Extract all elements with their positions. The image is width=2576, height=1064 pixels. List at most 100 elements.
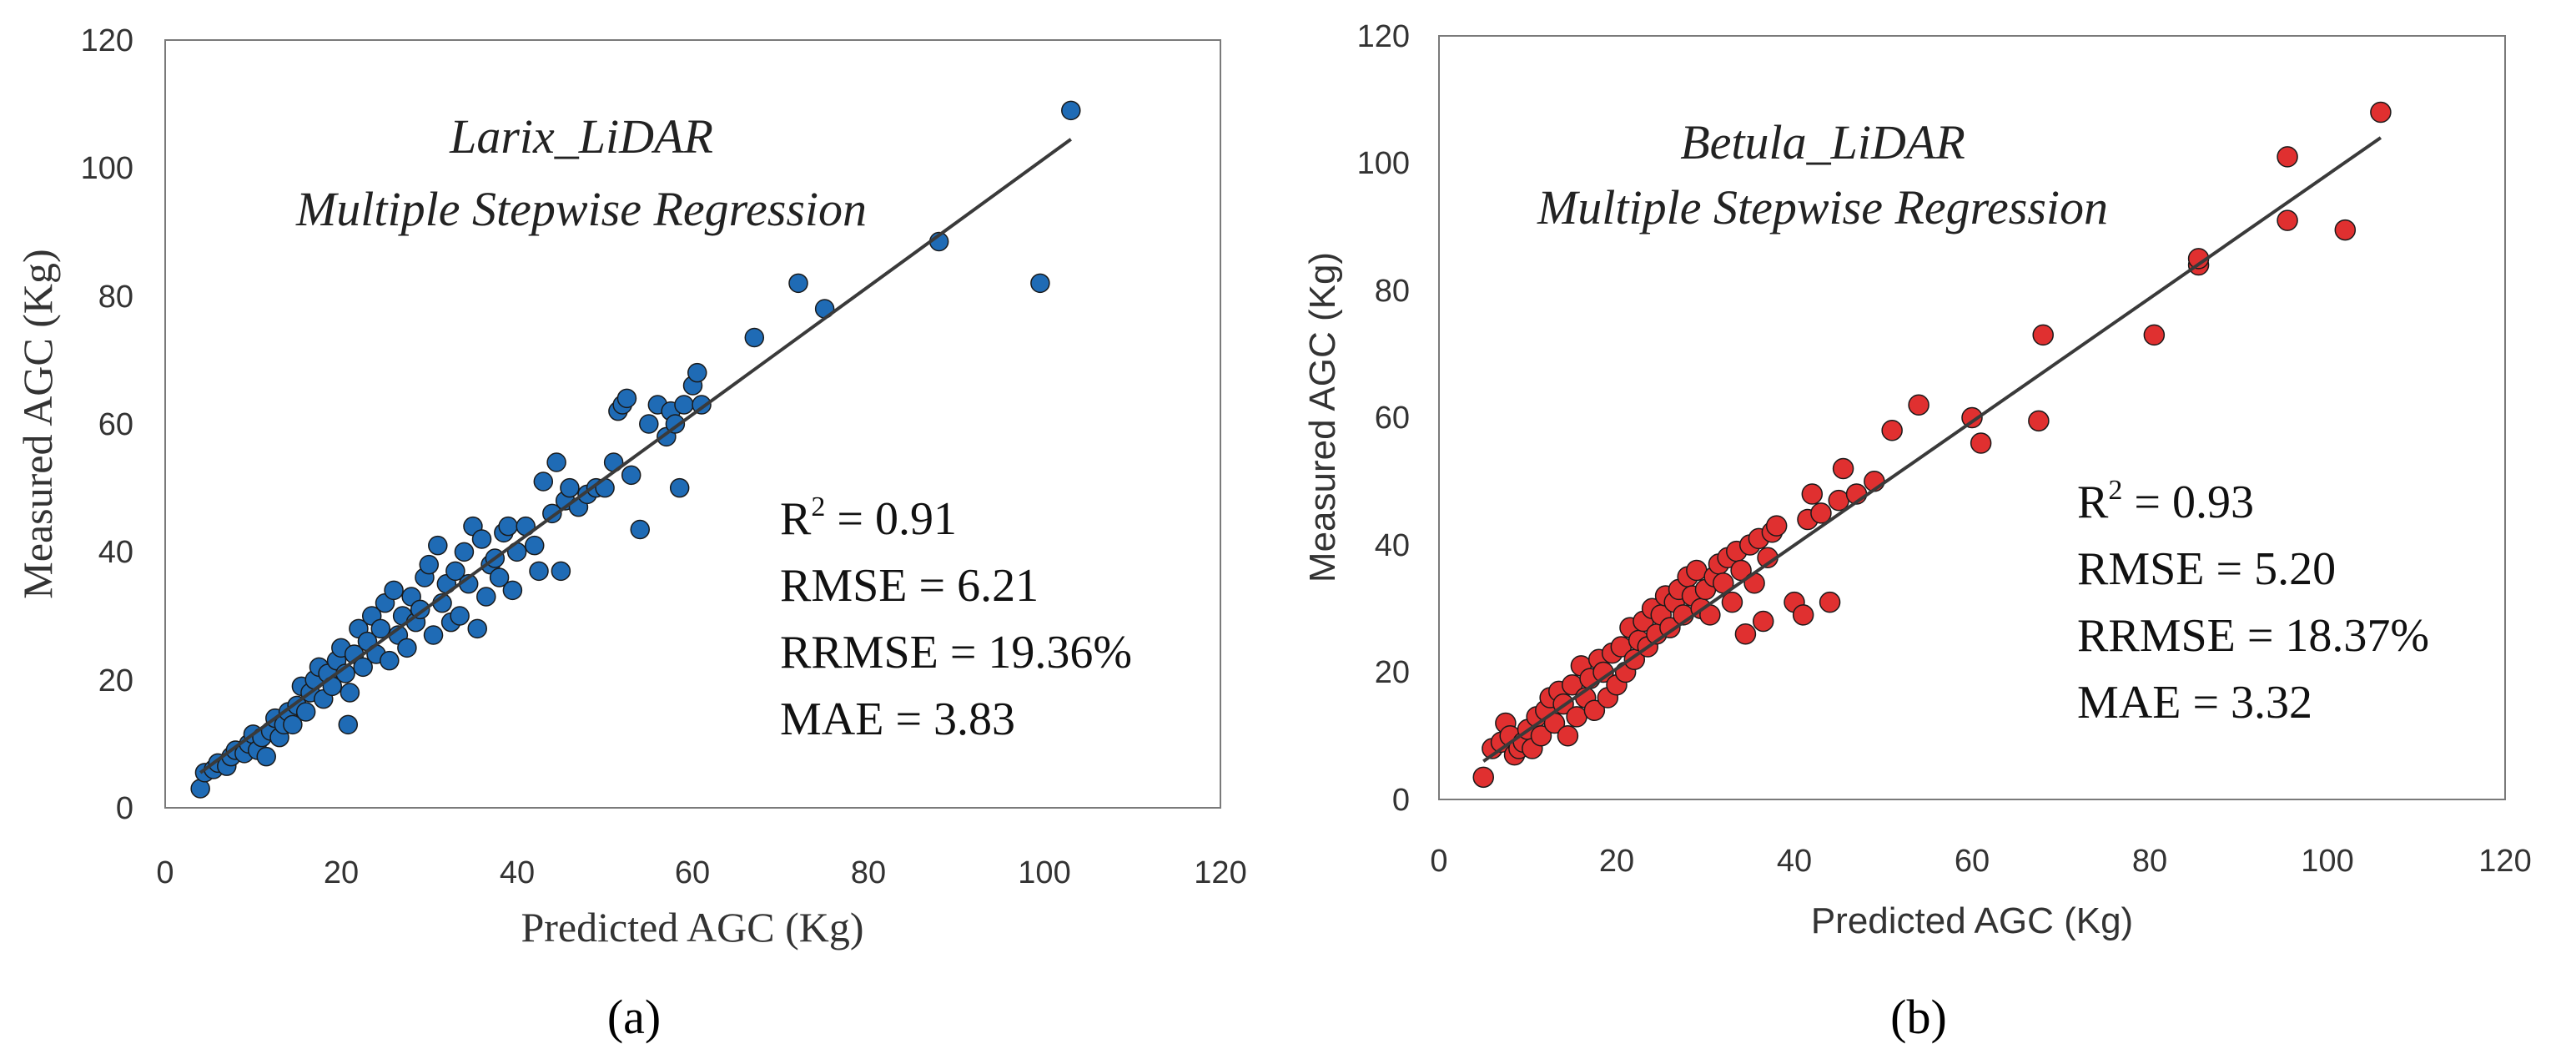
data-point <box>2277 209 2298 231</box>
data-point <box>2028 410 2050 432</box>
data-point <box>338 714 359 735</box>
x-axis-title-a: Predicted AGC (Kg) <box>521 904 863 951</box>
data-point <box>1061 100 1081 121</box>
data-point <box>529 561 549 582</box>
data-point <box>370 618 391 639</box>
data-point <box>1472 766 1494 789</box>
data-point <box>669 477 690 498</box>
rmse-a: RMSE = 6.21 <box>780 560 1039 612</box>
fit-line-a <box>199 138 1072 774</box>
data-point <box>551 561 571 582</box>
r-squared-b: R2 = 0.93 <box>2077 475 2254 528</box>
data-point <box>639 414 659 434</box>
data-point <box>423 625 444 645</box>
chart-title-line1-a: Larix_LiDAR <box>449 109 713 164</box>
data-point <box>1810 502 1832 524</box>
data-point <box>1752 610 1774 633</box>
data-point <box>454 542 475 562</box>
y-tick-label: 20 <box>1375 655 1410 690</box>
x-tick-label: 40 <box>1777 844 1812 879</box>
x-tick-label: 120 <box>2478 844 2531 879</box>
chart-title-line2-a: Multiple Stepwise Regression <box>295 182 867 236</box>
data-point <box>471 529 492 549</box>
data-point <box>283 714 303 735</box>
data-point <box>744 327 765 348</box>
data-point <box>1557 725 1579 747</box>
y-tick-label: 40 <box>1375 528 1410 563</box>
data-point <box>630 519 650 540</box>
data-point <box>788 273 808 294</box>
x-tick-label: 120 <box>1194 855 1246 890</box>
x-tick-label: 100 <box>2301 844 2353 879</box>
data-point <box>621 465 641 486</box>
y-tick-label: 0 <box>1392 783 1410 818</box>
data-point <box>2334 219 2357 241</box>
r-squared-a: R2 = 0.91 <box>780 492 957 545</box>
data-point <box>428 535 448 556</box>
data-point <box>560 477 580 498</box>
data-point <box>525 535 545 556</box>
data-point <box>397 638 417 658</box>
y-tick-label: 20 <box>98 663 133 698</box>
data-point <box>419 554 439 575</box>
data-point <box>616 388 637 409</box>
y-tick-label: 100 <box>1357 146 1410 181</box>
data-point <box>2032 324 2054 346</box>
data-point <box>1881 420 1903 441</box>
y-axis-title-a: Measured AGC (Kg) <box>14 249 61 598</box>
panel-label-b: (b) <box>1890 990 1947 1044</box>
rrmse-a: RRMSE = 19.36% <box>780 627 1132 678</box>
y-tick-label: 60 <box>1375 401 1410 436</box>
rrmse-b: RRMSE = 18.37% <box>2077 610 2429 662</box>
data-point <box>546 452 566 472</box>
y-tick-label: 120 <box>1357 19 1410 54</box>
data-point <box>1583 699 1606 721</box>
data-point <box>1030 273 1050 294</box>
data-point <box>445 561 465 582</box>
panel-b: 0 20 40 60 80 100 120 0 20 40 60 80 100 … <box>1302 19 2532 1044</box>
data-point <box>1828 489 1849 512</box>
x-tick-label: 0 <box>1430 844 1447 879</box>
x-tick-labels-a: 0 20 40 60 80 100 120 <box>156 855 1246 890</box>
x-tick-label: 80 <box>2132 844 2167 879</box>
data-point <box>340 683 360 703</box>
x-axis-title-b: Predicted AGC (Kg) <box>1811 900 2133 941</box>
data-point <box>384 580 404 601</box>
x-tick-label: 40 <box>500 855 535 890</box>
data-point <box>256 746 276 767</box>
x-tick-label: 100 <box>1018 855 1070 890</box>
rmse-b: RMSE = 5.20 <box>2077 543 2336 595</box>
stats-a: R2 = 0.91 RMSE = 6.21 RRMSE = 19.36% MAE… <box>780 492 1132 745</box>
y-tick-labels-b: 0 20 40 60 80 100 120 <box>1357 19 1410 818</box>
data-point <box>1908 394 1929 416</box>
x-tick-label: 20 <box>324 855 359 890</box>
data-point <box>498 516 518 537</box>
data-point <box>1819 591 1841 613</box>
data-point <box>1734 623 1757 645</box>
x-tick-label: 60 <box>1955 844 1990 879</box>
data-point <box>533 471 554 492</box>
chart-title-line1-b: Betula_LiDAR <box>1680 115 1965 169</box>
data-point <box>353 657 373 678</box>
data-point <box>1792 604 1814 626</box>
data-point <box>467 618 487 639</box>
data-point <box>2277 146 2298 168</box>
data-point <box>295 702 316 722</box>
data-point <box>674 395 694 415</box>
y-axis-title-b: Measured AGC (Kg) <box>1302 252 1343 582</box>
data-point <box>380 650 400 671</box>
x-tick-labels-b: 0 20 40 60 80 100 120 <box>1430 844 2531 879</box>
y-tick-label: 80 <box>1375 274 1410 309</box>
fit-line-b <box>1482 136 2382 763</box>
data-point <box>1832 457 1854 480</box>
data-point <box>489 567 510 587</box>
data-point <box>2370 101 2392 124</box>
y-tick-label: 60 <box>98 407 133 442</box>
y-tick-label: 0 <box>116 791 133 826</box>
y-tick-label: 100 <box>81 151 133 186</box>
data-point <box>502 580 523 601</box>
y-tick-labels-a: 0 20 40 60 80 100 120 <box>81 23 133 826</box>
panel-label-a: (a) <box>607 990 661 1044</box>
data-point <box>1721 591 1743 613</box>
data-point <box>1566 706 1587 728</box>
